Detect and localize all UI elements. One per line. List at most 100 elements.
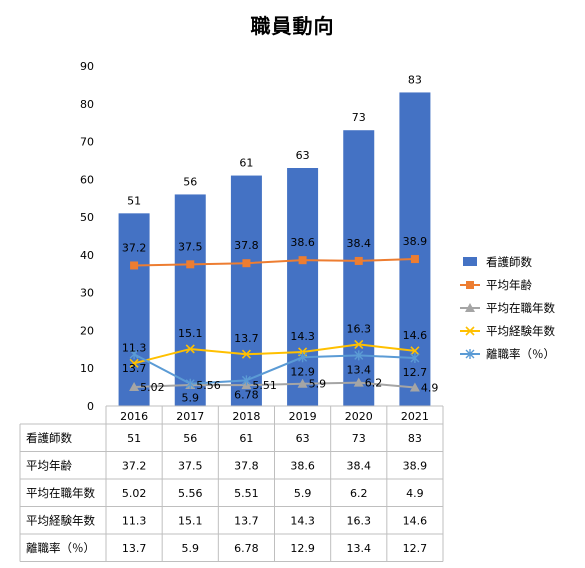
y-tick-label-2: 20 xyxy=(80,324,94,337)
table-cell-1-2: 37.8 xyxy=(234,459,259,472)
line-3 xyxy=(133,353,415,385)
line-label-3-3: 12.9 xyxy=(290,365,315,378)
line-point-2-4 xyxy=(354,339,364,349)
line-point-0-0 xyxy=(130,261,139,270)
line-label-2-4: 16.3 xyxy=(347,322,372,335)
line-label-0-1: 37.5 xyxy=(178,240,203,253)
line-point-0-1 xyxy=(186,260,195,269)
line-label-0-5: 38.9 xyxy=(403,235,428,248)
bar-0-1 xyxy=(174,194,206,406)
y-tick-label-4: 40 xyxy=(80,249,94,262)
table-cell-4-2: 6.78 xyxy=(234,542,259,555)
table-cell-2-1: 5.56 xyxy=(178,487,203,500)
line-point-0-3 xyxy=(298,256,307,265)
line-point-3-5 xyxy=(410,353,420,364)
table-cell-0-2: 61 xyxy=(239,432,253,445)
table-row-label-3: 平均経験年数 xyxy=(26,513,95,527)
y-tick-label-0: 0 xyxy=(87,400,94,413)
table-cell-0-0: 51 xyxy=(127,432,141,445)
line-point-2-1 xyxy=(185,344,195,354)
line-label-0-0: 37.2 xyxy=(122,241,147,254)
line-point-0-5 xyxy=(410,255,419,264)
table-row-label-0: 看護師数 xyxy=(26,431,72,445)
table-cell-0-5: 83 xyxy=(408,432,422,445)
table-cell-3-0: 11.3 xyxy=(122,514,147,527)
x-tick-label-5: 2021 xyxy=(401,410,429,423)
table-cell-1-3: 38.6 xyxy=(290,459,315,472)
x-tick-label-4: 2020 xyxy=(345,410,373,423)
x-tick-label-3: 2019 xyxy=(289,410,317,423)
legend-label-1: 平均年齢 xyxy=(486,278,532,292)
line-point-2-5 xyxy=(410,346,420,356)
line-label-3-1: 5.9 xyxy=(182,392,200,405)
line-point-1-5 xyxy=(409,382,420,392)
table-cell-4-0: 13.7 xyxy=(122,542,147,555)
bar-0-3 xyxy=(287,168,319,406)
line-label-3-4: 13.4 xyxy=(347,363,372,376)
table-row-label-4: 離職率（％） xyxy=(26,541,95,555)
chart-title: 職員動向 xyxy=(250,14,335,38)
y-tick-label-7: 70 xyxy=(80,136,94,149)
line-label-1-4: 6.2 xyxy=(365,377,383,390)
line-point-3-2 xyxy=(241,375,251,386)
table-cell-2-4: 6.2 xyxy=(350,487,368,500)
legend-label-4: 離職率（％） xyxy=(486,347,555,361)
line-label-1-5: 4.9 xyxy=(421,381,439,394)
bar-label-0-5: 83 xyxy=(408,73,422,86)
line-point-1-4 xyxy=(353,377,364,387)
line-1 xyxy=(134,381,416,389)
table-cell-1-5: 38.9 xyxy=(403,459,428,472)
table-cell-2-2: 5.51 xyxy=(234,487,259,500)
y-tick-label-6: 60 xyxy=(80,173,94,186)
table-row-label-1: 平均年齢 xyxy=(26,458,72,472)
line-point-3-1 xyxy=(185,378,195,389)
line-label-2-1: 15.1 xyxy=(178,327,203,340)
legend-marker-2 xyxy=(465,303,475,312)
table-cell-4-5: 12.7 xyxy=(403,542,428,555)
bar-label-0-0: 51 xyxy=(127,194,141,207)
x-tick-label-1: 2017 xyxy=(176,410,204,423)
line-label-1-2: 5.51 xyxy=(252,379,277,392)
table-cell-3-2: 13.7 xyxy=(234,514,259,527)
line-label-2-5: 14.6 xyxy=(403,329,428,342)
line-label-2-3: 14.3 xyxy=(290,330,315,343)
line-point-2-0 xyxy=(129,358,139,368)
line-label-3-5: 12.7 xyxy=(403,366,428,379)
line-2 xyxy=(133,343,416,365)
table-cell-3-3: 14.3 xyxy=(290,514,315,527)
legend-label-0: 看護師数 xyxy=(486,255,532,269)
table-cell-4-4: 13.4 xyxy=(347,542,372,555)
bar-0-0 xyxy=(118,213,150,406)
line-0 xyxy=(134,258,415,267)
y-tick-label-5: 50 xyxy=(80,211,94,224)
legend-marker-3 xyxy=(465,326,475,336)
table-cell-2-0: 5.02 xyxy=(122,487,147,500)
line-label-3-0: 13.7 xyxy=(122,362,147,375)
line-label-3-2: 6.78 xyxy=(234,388,259,401)
line-label-0-3: 38.6 xyxy=(290,236,315,249)
line-point-0-2 xyxy=(242,259,251,268)
table-cell-0-4: 73 xyxy=(352,432,366,445)
line-label-2-2: 13.7 xyxy=(234,332,259,345)
table-row-label-2: 平均在職年数 xyxy=(26,486,95,500)
line-label-1-1: 5.56 xyxy=(196,379,221,392)
x-tick-label-0: 2016 xyxy=(120,410,148,423)
y-tick-label-8: 80 xyxy=(80,98,94,111)
x-tick-label-2: 2018 xyxy=(232,410,260,423)
table-cell-1-0: 37.2 xyxy=(122,459,147,472)
line-point-1-0 xyxy=(129,382,140,392)
table-cell-1-1: 37.5 xyxy=(178,459,203,472)
table-cell-0-3: 63 xyxy=(296,432,310,445)
table-cell-4-3: 12.9 xyxy=(290,542,315,555)
bar-label-0-1: 56 xyxy=(183,175,197,188)
legend-swatch-0 xyxy=(463,257,477,266)
legend-marker-4 xyxy=(465,349,475,359)
line-point-0-4 xyxy=(354,256,363,265)
line-label-0-4: 38.4 xyxy=(347,237,372,250)
table-cell-2-3: 5.9 xyxy=(294,487,312,500)
legend-label-2: 平均在職年数 xyxy=(486,301,555,315)
table-cell-0-1: 56 xyxy=(183,432,197,445)
line-point-3-4 xyxy=(354,350,364,361)
